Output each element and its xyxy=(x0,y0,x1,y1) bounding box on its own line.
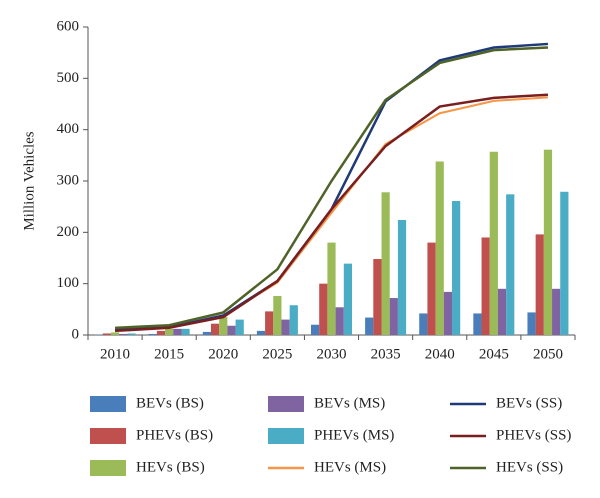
bar xyxy=(110,332,120,335)
bar xyxy=(102,333,111,335)
legend-label: BEVs (BS) xyxy=(136,395,204,411)
legend-swatch xyxy=(268,396,304,412)
bar xyxy=(165,328,174,335)
bar xyxy=(281,319,290,335)
legend-label: HEVs (SS) xyxy=(496,459,563,475)
legend-swatch xyxy=(90,396,126,412)
y-axis-label: Million Vehicles xyxy=(21,131,37,230)
legend-label: BEVs (MS) xyxy=(314,395,385,411)
legend-swatch xyxy=(90,428,126,444)
bar xyxy=(256,330,266,335)
bar xyxy=(506,194,515,335)
bar xyxy=(497,288,507,335)
y-tick-label: 300 xyxy=(57,172,80,188)
bar xyxy=(452,201,461,335)
bar xyxy=(319,283,328,335)
bar xyxy=(173,328,182,335)
y-tick-label: 600 xyxy=(57,18,80,34)
line xyxy=(114,46,549,330)
bar xyxy=(343,263,352,335)
bar xyxy=(473,313,482,335)
bar xyxy=(273,295,282,335)
y-tick-label: 500 xyxy=(57,70,80,86)
bar xyxy=(489,151,498,335)
bar xyxy=(181,328,190,335)
bar xyxy=(235,319,244,335)
bar xyxy=(127,333,136,335)
bar xyxy=(335,307,344,335)
bar xyxy=(219,317,228,335)
x-tick-label: 2045 xyxy=(479,346,509,362)
bar xyxy=(560,191,569,335)
bar xyxy=(94,334,103,335)
x-tick-label: 2010 xyxy=(100,346,130,362)
bar xyxy=(156,330,166,335)
x-tick-label: 2030 xyxy=(317,346,347,362)
legend-label: PHEVs (MS) xyxy=(314,427,394,443)
bar xyxy=(327,242,336,335)
bar xyxy=(535,234,544,335)
bar xyxy=(552,288,561,335)
bar xyxy=(381,192,390,335)
bar xyxy=(443,291,453,335)
bar xyxy=(311,324,320,335)
bar xyxy=(289,305,298,335)
legend-label: PHEVs (BS) xyxy=(136,427,213,443)
y-tick-label: 400 xyxy=(57,121,80,137)
legend-label: PHEVs (SS) xyxy=(496,427,571,443)
bar xyxy=(119,333,128,335)
legend-label: BEVs (SS) xyxy=(496,395,562,411)
x-tick-label: 2015 xyxy=(154,346,184,362)
legend-swatch xyxy=(90,460,126,476)
bar xyxy=(397,220,407,335)
y-tick-label: 0 xyxy=(72,326,80,342)
bar xyxy=(373,259,382,335)
bar xyxy=(435,161,444,335)
bar xyxy=(427,242,436,335)
bar xyxy=(202,331,211,335)
bar xyxy=(265,311,274,335)
x-tick-label: 2020 xyxy=(208,346,238,362)
x-tick-label: 2050 xyxy=(533,346,563,362)
bar xyxy=(419,313,428,335)
x-tick-label: 2035 xyxy=(371,346,401,362)
x-tick-label: 2040 xyxy=(425,346,455,362)
line xyxy=(114,93,549,333)
y-tick-label: 200 xyxy=(57,224,80,240)
bar xyxy=(543,149,553,335)
x-tick-label: 2025 xyxy=(262,346,292,362)
bar xyxy=(365,317,374,335)
bar xyxy=(148,333,157,335)
bar xyxy=(481,237,490,335)
bar xyxy=(527,312,536,335)
bar xyxy=(227,325,236,335)
y-tick-label: 100 xyxy=(57,275,80,291)
legend-swatch xyxy=(268,428,304,444)
bar xyxy=(389,298,398,335)
legend-label: HEVs (BS) xyxy=(136,459,205,475)
bar xyxy=(210,323,220,335)
legend-label: HEVs (MS) xyxy=(314,459,386,475)
